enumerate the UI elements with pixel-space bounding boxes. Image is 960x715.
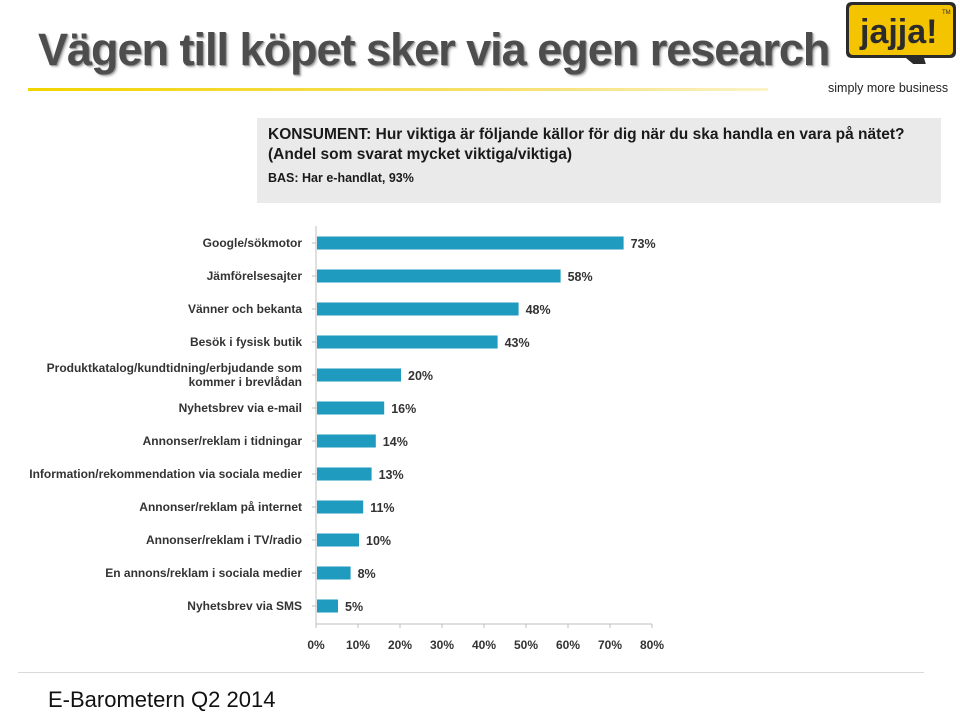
- bar: [317, 434, 376, 448]
- bar: [317, 236, 624, 250]
- bar: [317, 533, 359, 547]
- category-label: En annons/reklam i sociala medier: [105, 566, 302, 580]
- category-label: Jämförelsesajter: [207, 269, 303, 283]
- bar: [317, 500, 364, 514]
- question-text: KONSUMENT: Hur viktiga är följande källo…: [268, 126, 905, 163]
- bar: [317, 566, 351, 580]
- x-tick-label: 40%: [472, 638, 496, 652]
- base-text: BAS: Har e-handlat, 93%: [268, 171, 414, 185]
- value-label: 73%: [631, 237, 656, 251]
- x-tick-label: 50%: [514, 638, 538, 652]
- category-label: kommer i brevlådan: [189, 375, 302, 389]
- x-tick-label: 20%: [388, 638, 412, 652]
- value-label: 5%: [345, 600, 363, 614]
- footer-source: E-Barometern Q2 2014: [48, 687, 276, 712]
- category-label: Google/sökmotor: [203, 236, 303, 250]
- footer-divider: [18, 672, 924, 673]
- x-tick-label: 70%: [598, 638, 622, 652]
- bar: [317, 269, 561, 283]
- bar: [317, 368, 401, 382]
- logo-wordmark: jajja!: [859, 13, 937, 51]
- value-label: 14%: [383, 435, 408, 449]
- category-label: Vänner och bekanta: [188, 302, 302, 316]
- question-box: KONSUMENT: Hur viktiga är följande källo…: [257, 118, 941, 203]
- value-label: 13%: [379, 468, 404, 482]
- value-label: 10%: [366, 534, 391, 548]
- category-label: Annonser/reklam på internet: [139, 500, 302, 514]
- category-label: Nyhetsbrev via e-mail: [179, 401, 302, 415]
- bar: [317, 401, 385, 415]
- title-underline: [28, 88, 768, 91]
- value-label: 16%: [391, 402, 416, 416]
- category-label: Besök i fysisk butik: [190, 335, 302, 349]
- x-tick-label: 60%: [556, 638, 580, 652]
- slide-title: Vägen till köpet sker via egen research: [38, 24, 830, 75]
- x-tick-label: 0%: [307, 638, 325, 652]
- value-label: 48%: [526, 303, 551, 317]
- logo-trademark: TM: [942, 10, 951, 16]
- value-label: 43%: [505, 336, 530, 350]
- value-label: 11%: [370, 501, 394, 515]
- x-tick-label: 80%: [640, 638, 664, 652]
- x-tick-label: 10%: [346, 638, 370, 652]
- jajja-logo: jajja! TM: [846, 2, 956, 64]
- bar: [317, 302, 519, 316]
- category-label: Annonser/reklam i TV/radio: [146, 533, 302, 547]
- category-label: Produktkatalog/kundtidning/erbjudande so…: [47, 361, 302, 375]
- logo-yellow-panel: [849, 5, 953, 55]
- value-label: 8%: [358, 567, 376, 581]
- x-tick-label: 30%: [430, 638, 454, 652]
- bar: [317, 335, 498, 349]
- bar: [317, 599, 338, 613]
- logo-tagline: simply more business: [828, 81, 949, 95]
- bar: [317, 467, 372, 481]
- category-label: Annonser/reklam i tidningar: [143, 434, 303, 448]
- category-label: Information/rekommendation via sociala m…: [29, 467, 302, 481]
- category-label: Nyhetsbrev via SMS: [187, 599, 302, 613]
- value-label: 58%: [568, 270, 593, 284]
- value-label: 20%: [408, 369, 433, 383]
